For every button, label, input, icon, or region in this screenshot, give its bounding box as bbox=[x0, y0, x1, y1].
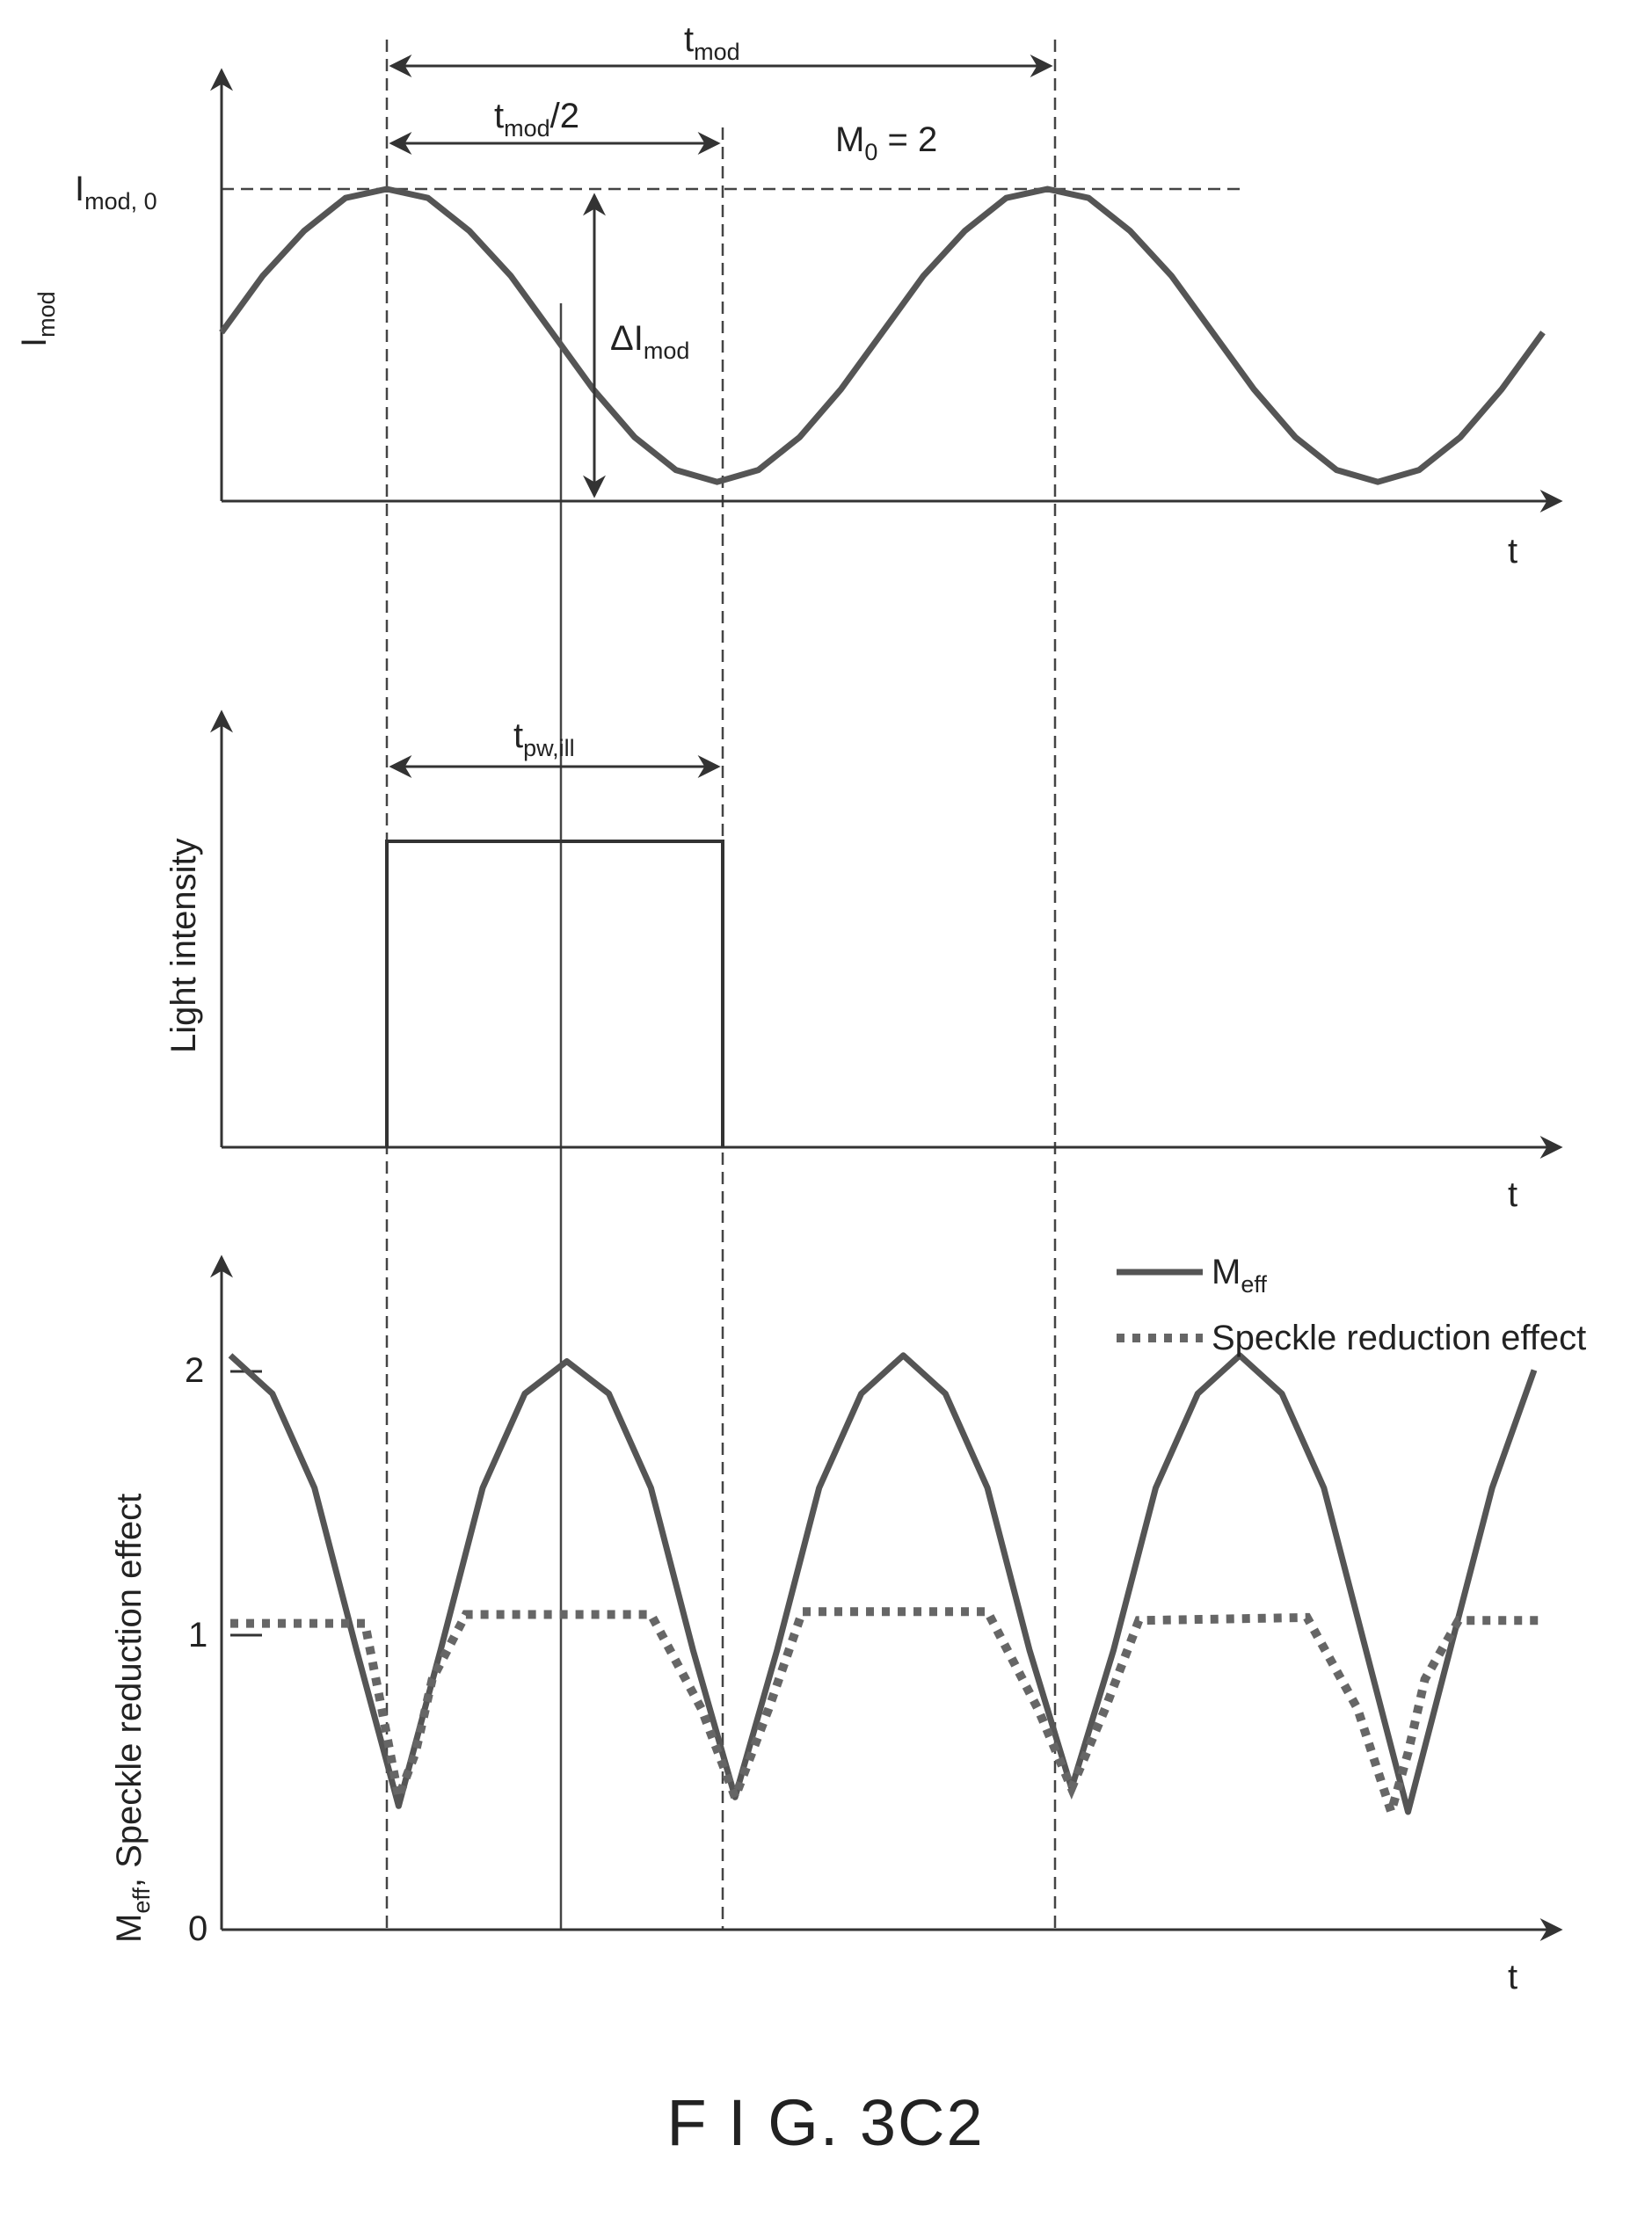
tmod-half-label: tmod/2 bbox=[494, 97, 579, 142]
ytick-label-0: 0 bbox=[188, 1909, 207, 1948]
figure-label: F I G. 3C2 bbox=[666, 2086, 984, 2159]
delta-imod-label-main: ΔI bbox=[610, 319, 644, 358]
imod0-label-main: I bbox=[75, 170, 84, 208]
legend-meff-label: Meff bbox=[1212, 1253, 1267, 1298]
tmod-label-sub: mod bbox=[694, 39, 740, 65]
panel1-y-label-main: I bbox=[15, 338, 54, 347]
ytick-label-2: 2 bbox=[185, 1351, 204, 1390]
legend: Meff Speckle reduction effect bbox=[1117, 1253, 1586, 1357]
panel1-y-label: Imod bbox=[15, 291, 60, 347]
legend-meff-main: M bbox=[1212, 1253, 1241, 1291]
m0-label-main: M bbox=[835, 120, 864, 159]
panel3-y-label-sub: eff bbox=[128, 1887, 155, 1914]
m0-label-rest: = 2 bbox=[877, 120, 937, 159]
meff-curve bbox=[228, 1352, 1538, 1815]
legend-speckle-label: Speckle reduction effect bbox=[1212, 1319, 1586, 1357]
tpw-label: tpw,ill bbox=[513, 716, 575, 761]
tpw-label-sub: pw,ill bbox=[523, 735, 575, 761]
speckle-reduction-curve bbox=[230, 1607, 1543, 1828]
m0-label-sub: 0 bbox=[864, 139, 877, 165]
panel2-x-label: t bbox=[1508, 1175, 1517, 1214]
tmod-label: tmod bbox=[684, 20, 740, 65]
panel3-x-label: t bbox=[1508, 1958, 1517, 1996]
illumination-pulse bbox=[385, 840, 724, 1147]
tmod-half-label-main: t bbox=[494, 97, 504, 135]
legend-meff-sub: eff bbox=[1241, 1271, 1267, 1298]
panel1-y-label-sub: mod bbox=[33, 291, 60, 338]
panel3-y-label-rest: , Speckle reduction effect bbox=[110, 1494, 149, 1887]
panel3-y-label: Meff, Speckle reduction effect bbox=[110, 1494, 155, 1943]
panel1-x-label: t bbox=[1508, 532, 1517, 571]
m0-label: M0 = 2 bbox=[835, 120, 937, 165]
imod0-label: Imod, 0 bbox=[75, 170, 157, 215]
panel-light-intensity: t Light intensity tpw,ill bbox=[164, 709, 1563, 1214]
delta-imod-label-sub: mod bbox=[644, 338, 690, 364]
tmod-label-main: t bbox=[684, 20, 694, 59]
panel-meff: 0 1 2 t Meff, Speckle reduction effect M… bbox=[110, 1253, 1586, 1996]
imod0-label-sub: mod, 0 bbox=[84, 188, 157, 215]
panel3-y-label-main: M bbox=[110, 1914, 149, 1943]
panel-imod: t Imod tmod tmod/2 M0 = 2 Imod, 0 ΔImod bbox=[15, 20, 1563, 571]
tpw-label-main: t bbox=[513, 716, 523, 755]
delta-imod-label: ΔImod bbox=[610, 319, 689, 364]
tmod-half-label-sub: mod bbox=[504, 115, 550, 142]
panel2-y-label: Light intensity bbox=[164, 838, 203, 1053]
ytick-label-1: 1 bbox=[188, 1616, 207, 1654]
panel1-modulation-curve bbox=[219, 185, 1546, 485]
tmod-half-label-rest: /2 bbox=[550, 97, 579, 135]
